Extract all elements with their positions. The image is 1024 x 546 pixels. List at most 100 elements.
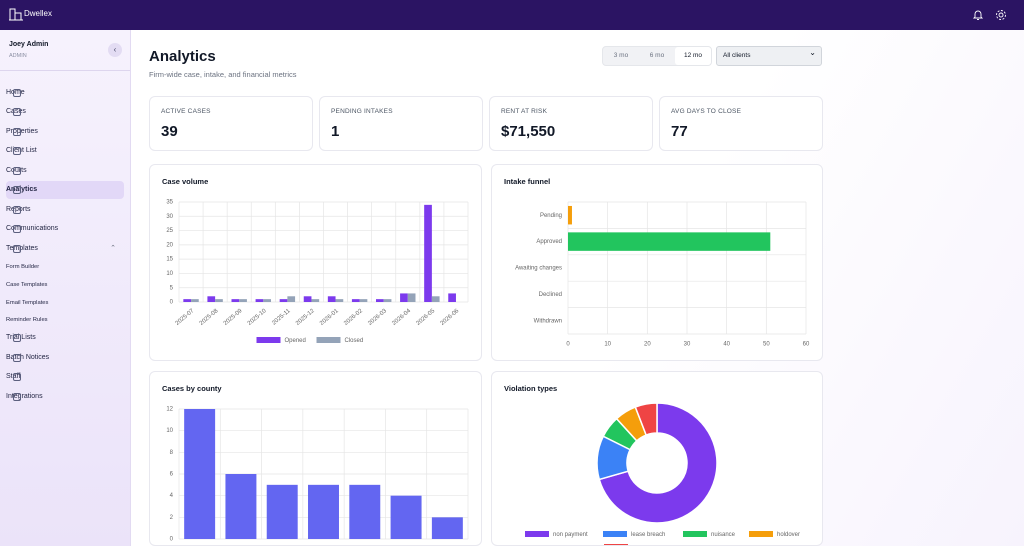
nav-item[interactable]: Templates ⌃: [6, 240, 124, 258]
client-select[interactable]: All clients: [716, 44, 822, 66]
divider: [0, 70, 130, 71]
bar: [448, 293, 456, 302]
bar: [568, 205, 572, 225]
kpi-label: ACTIVE CASES: [161, 108, 211, 115]
nav-icon: [13, 147, 21, 155]
y-tick-label: Awaiting changes: [515, 266, 562, 272]
bar: [376, 299, 384, 302]
bar: [327, 296, 336, 302]
y-tick-label: 12: [166, 407, 173, 413]
nav-subitem[interactable]: Reminder Rules: [6, 311, 124, 329]
nav-icon: [13, 245, 21, 253]
user-name: Joey Admin: [9, 41, 49, 48]
x-tick-label: 2026-04: [391, 308, 412, 327]
bar: [231, 299, 240, 302]
chart-title: Case volume: [162, 177, 209, 186]
nav-item[interactable]: Communications: [6, 220, 124, 238]
nav-icon: [13, 128, 21, 136]
bar: [279, 299, 288, 302]
nav-label: Form Builder: [6, 264, 40, 270]
nav-label: Properties: [6, 128, 38, 135]
nav-icon: [13, 225, 21, 233]
nav-label: Analytics: [6, 186, 38, 193]
range-button[interactable]: 3 mo: [613, 52, 629, 59]
bar: [266, 484, 298, 539]
nav-label: Home: [6, 89, 25, 96]
bar: [400, 293, 408, 302]
nav-item[interactable]: Staff: [6, 368, 124, 386]
range-button[interactable]: 12 mo: [675, 47, 711, 65]
user-role: ADMIN: [9, 53, 27, 59]
nav-label: Email Templates: [6, 300, 49, 306]
kpi-card: PENDING INTAKES 1: [319, 96, 483, 151]
y-tick-label: 25: [166, 228, 173, 234]
nav-label: Reports: [6, 206, 31, 213]
slice: [634, 402, 658, 437]
legend-label: holdover: [777, 532, 800, 538]
nav-icon: [13, 108, 21, 116]
kpi-value: 39: [161, 123, 178, 140]
range-button[interactable]: 6 mo: [649, 52, 665, 59]
x-tick-label: 2025-12: [295, 308, 316, 327]
nav-label: Templates: [6, 245, 38, 252]
logo: [9, 8, 23, 21]
kpi-label: RENT AT RISK: [501, 108, 548, 115]
x-tick-label: 0: [566, 342, 570, 348]
brand[interactable]: Dwellex: [24, 9, 53, 18]
bar: [431, 517, 463, 539]
nav-item[interactable]: Courts: [6, 162, 124, 180]
y-tick-label: 8: [170, 450, 174, 456]
y-tick-label: 10: [166, 428, 173, 434]
nav-item[interactable]: Cases: [6, 103, 124, 121]
nav-item[interactable]: Analytics: [6, 181, 124, 199]
bar: [349, 484, 381, 539]
nav-subitem[interactable]: Form Builder: [6, 258, 124, 276]
y-tick-label: 15: [166, 257, 173, 263]
nav-item[interactable]: Batch Notices: [6, 349, 124, 367]
bar: [568, 232, 771, 251]
y-tick-label: 0: [170, 537, 174, 543]
nav-subitem[interactable]: Email Templates: [6, 294, 124, 312]
bar: [311, 299, 320, 302]
kpi-value: 77: [671, 123, 688, 140]
x-tick-label: 2026-01: [319, 308, 340, 327]
y-tick-label: 5: [170, 285, 174, 291]
y-tick-label: Withdrawn: [534, 318, 562, 324]
bar: [207, 296, 216, 302]
nav-item[interactable]: Reports: [6, 201, 124, 219]
y-tick-label: Pending: [540, 213, 562, 219]
settings-icon[interactable]: [995, 9, 1007, 21]
bar: [390, 495, 422, 539]
nav-item[interactable]: Home: [6, 84, 124, 102]
legend-swatch: [316, 337, 341, 343]
nav-item[interactable]: Properties: [6, 123, 124, 141]
range-toggle: 3 mo 6 mo 12 mo: [602, 46, 712, 66]
legend-swatch: [683, 531, 707, 537]
x-tick-label: 2025-11: [271, 308, 292, 327]
collapse-button[interactable]: ‹: [108, 43, 122, 57]
legend-swatch: [525, 531, 549, 537]
kpi-value: 1: [331, 123, 340, 140]
notifications-icon[interactable]: [972, 9, 984, 21]
x-tick-label: 2026-02: [343, 308, 364, 327]
nav-item[interactable]: Trial Lists: [6, 329, 124, 347]
bar: [255, 299, 264, 302]
bar: [308, 484, 339, 539]
chart-title: Violation types: [504, 384, 558, 393]
nav-label: Communications: [6, 225, 59, 232]
nav-item[interactable]: Integrations: [6, 388, 124, 406]
nav-subitem[interactable]: Case Templates: [6, 276, 124, 294]
nav-item[interactable]: Client List: [6, 142, 124, 160]
nav-icon: [13, 393, 21, 401]
legend-swatch: [604, 544, 628, 545]
bar: [215, 299, 223, 302]
x-tick-label: 2026-06: [440, 308, 461, 327]
bar: [431, 296, 440, 302]
bar: [183, 299, 192, 302]
chart: non payment lease breach nuisance holdover: [525, 402, 800, 545]
bar: [287, 296, 296, 302]
nav-label: Batch Notices: [6, 354, 50, 361]
nav-icon: [13, 354, 21, 362]
x-tick-label: 2026-05: [415, 308, 436, 327]
